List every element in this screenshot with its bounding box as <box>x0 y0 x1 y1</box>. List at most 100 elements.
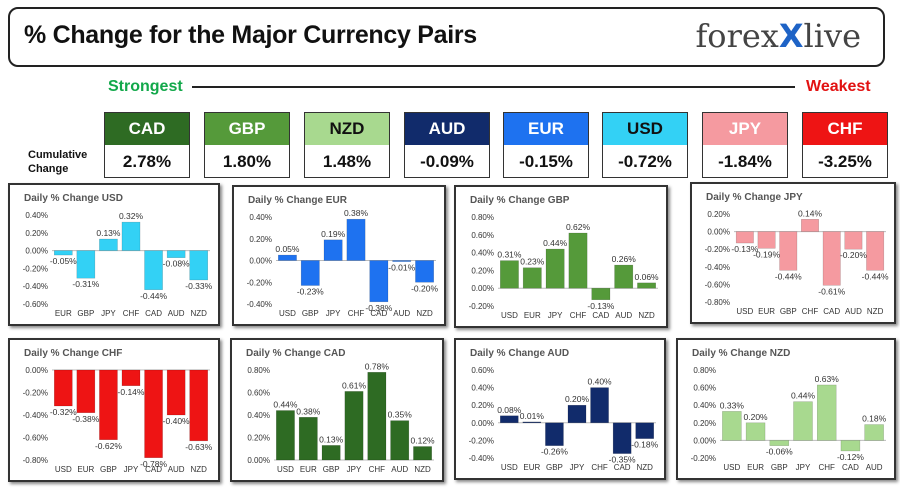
x-tick-label: CAD <box>370 309 387 318</box>
chart-title: Daily % Change NZD <box>692 348 790 359</box>
bar-jpy <box>121 369 141 386</box>
data-label: 0.78% <box>365 361 390 371</box>
currency-box-chf: CHF -3.25% <box>802 112 888 178</box>
bar-gbp <box>76 250 96 279</box>
bar-jpy <box>567 404 587 424</box>
bar-chart: Daily % Change JPY 0.20% 0.00% -0.20% -0.40%… <box>705 192 889 316</box>
title-box: % Change for the Major Currency Pairs fo… <box>8 7 885 67</box>
y-tick-label: -0.20% <box>23 264 48 273</box>
x-tick-label: EUR <box>524 311 541 320</box>
bar-eur <box>54 250 73 256</box>
y-tick-label: 0.00% <box>693 436 716 445</box>
data-label: -0.05% <box>50 256 77 266</box>
x-tick-label: GBP <box>546 463 563 472</box>
chart-title: Daily % Change CAD <box>246 348 345 359</box>
data-label: -0.23% <box>297 287 324 297</box>
y-tick-label: -0.20% <box>247 278 272 287</box>
x-tick-label: NZD <box>638 311 655 320</box>
data-label: -0.01% <box>388 263 415 273</box>
x-tick-label: NZD <box>190 309 207 318</box>
currency-box-aud: AUD -0.09% <box>404 112 490 178</box>
x-tick-label: GBP <box>771 463 788 472</box>
y-tick-label: 0.20% <box>247 434 270 443</box>
x-tick-label: USD <box>55 465 72 474</box>
data-label: 0.31% <box>497 250 522 260</box>
data-label: 0.23% <box>520 257 545 267</box>
data-label: -0.18% <box>631 440 658 450</box>
y-tick-label: 0.60% <box>471 231 494 240</box>
x-tick-label: CHF <box>818 463 835 472</box>
x-tick-label: CHF <box>348 309 365 318</box>
data-label: -0.44% <box>140 291 167 301</box>
bar-jpy <box>344 391 364 461</box>
y-tick-label: 0.00% <box>25 247 48 256</box>
forexlive-logo: forexXlive <box>695 17 861 55</box>
bar-usd <box>278 254 297 261</box>
data-label: 0.13% <box>96 228 121 238</box>
currency-code: CHF <box>803 113 887 145</box>
bar-cad <box>369 260 389 303</box>
data-label: -0.06% <box>766 447 793 457</box>
chart-panel-cad: Daily % Change CAD 0.80% 0.60% 0.40% 0.20% 0.… <box>230 338 444 482</box>
x-tick-label: GBP <box>780 307 797 316</box>
y-tick-label: 0.20% <box>471 401 494 410</box>
data-label: -0.26% <box>541 447 568 457</box>
data-label: 0.61% <box>342 380 367 390</box>
bar-nzd <box>635 422 654 439</box>
x-tick-label: NZD <box>414 465 431 474</box>
data-label: 0.35% <box>388 410 413 420</box>
x-tick-label: USD <box>501 463 518 472</box>
page-title: % Change for the Major Currency Pairs <box>24 21 477 49</box>
data-label: 0.44% <box>273 400 298 410</box>
bar-cad <box>612 422 632 454</box>
y-tick-label: 0.60% <box>247 389 270 398</box>
cumulative-change-value: 1.80% <box>222 152 272 171</box>
data-label: -0.62% <box>95 441 122 451</box>
y-tick-label: 0.40% <box>471 384 494 393</box>
bar-gbp <box>300 260 320 286</box>
y-tick-label: 0.20% <box>707 210 730 219</box>
cumulative-change-value: -0.15% <box>519 152 573 171</box>
data-label: -0.44% <box>862 271 889 281</box>
data-label: -0.44% <box>775 271 802 281</box>
y-tick-label: -0.40% <box>705 263 730 272</box>
x-tick-label: CAD <box>592 311 609 320</box>
bar-eur <box>522 421 542 424</box>
cumulative-change-value: -1.84% <box>718 152 772 171</box>
y-tick-label: 0.80% <box>693 366 716 375</box>
y-tick-label: -0.40% <box>247 300 272 309</box>
data-label: -0.38% <box>72 414 99 424</box>
bar-chart: Daily % Change CHF 0.00% -0.20% -0.40% -0.60… <box>23 348 213 474</box>
data-label: -0.14% <box>118 387 145 397</box>
bar-gbp <box>545 422 564 446</box>
chart-panel-gbp: Daily % Change GBP 0.80% 0.60% 0.40% 0.20% 0.… <box>454 185 668 328</box>
bar-gbp <box>769 440 790 446</box>
x-tick-label: AUD <box>168 309 185 318</box>
x-tick-label: JPY <box>570 463 585 472</box>
y-tick-label: -0.20% <box>469 302 494 311</box>
data-label: 0.01% <box>520 411 545 421</box>
bar-cad <box>840 440 861 452</box>
bar-cad <box>144 369 163 458</box>
x-tick-label: JPY <box>796 463 811 472</box>
bar-chart: Daily % Change CAD 0.80% 0.60% 0.40% 0.20% 0.… <box>246 348 435 474</box>
cumulative-change-value: -0.72% <box>618 152 672 171</box>
y-tick-label: 0.20% <box>471 266 494 275</box>
x-tick-label: JPY <box>101 309 116 318</box>
chart-title: Daily % Change EUR <box>248 195 348 206</box>
bar-eur <box>522 267 542 289</box>
bar-chf <box>816 384 837 441</box>
chart-title: Daily % Change AUD <box>470 348 569 359</box>
bar-aud <box>166 369 186 416</box>
bar-usd <box>500 415 519 424</box>
data-label: -0.32% <box>50 407 77 417</box>
bar-usd <box>500 260 519 289</box>
data-label: 0.05% <box>275 244 300 254</box>
bar-chf <box>590 387 609 424</box>
bar-nzd <box>415 260 434 283</box>
x-tick-label: EUR <box>747 463 764 472</box>
x-tick-label: JPY <box>548 311 563 320</box>
bar-nzd <box>637 282 656 289</box>
y-tick-label: -0.20% <box>705 245 730 254</box>
x-tick-label: JPY <box>326 309 341 318</box>
